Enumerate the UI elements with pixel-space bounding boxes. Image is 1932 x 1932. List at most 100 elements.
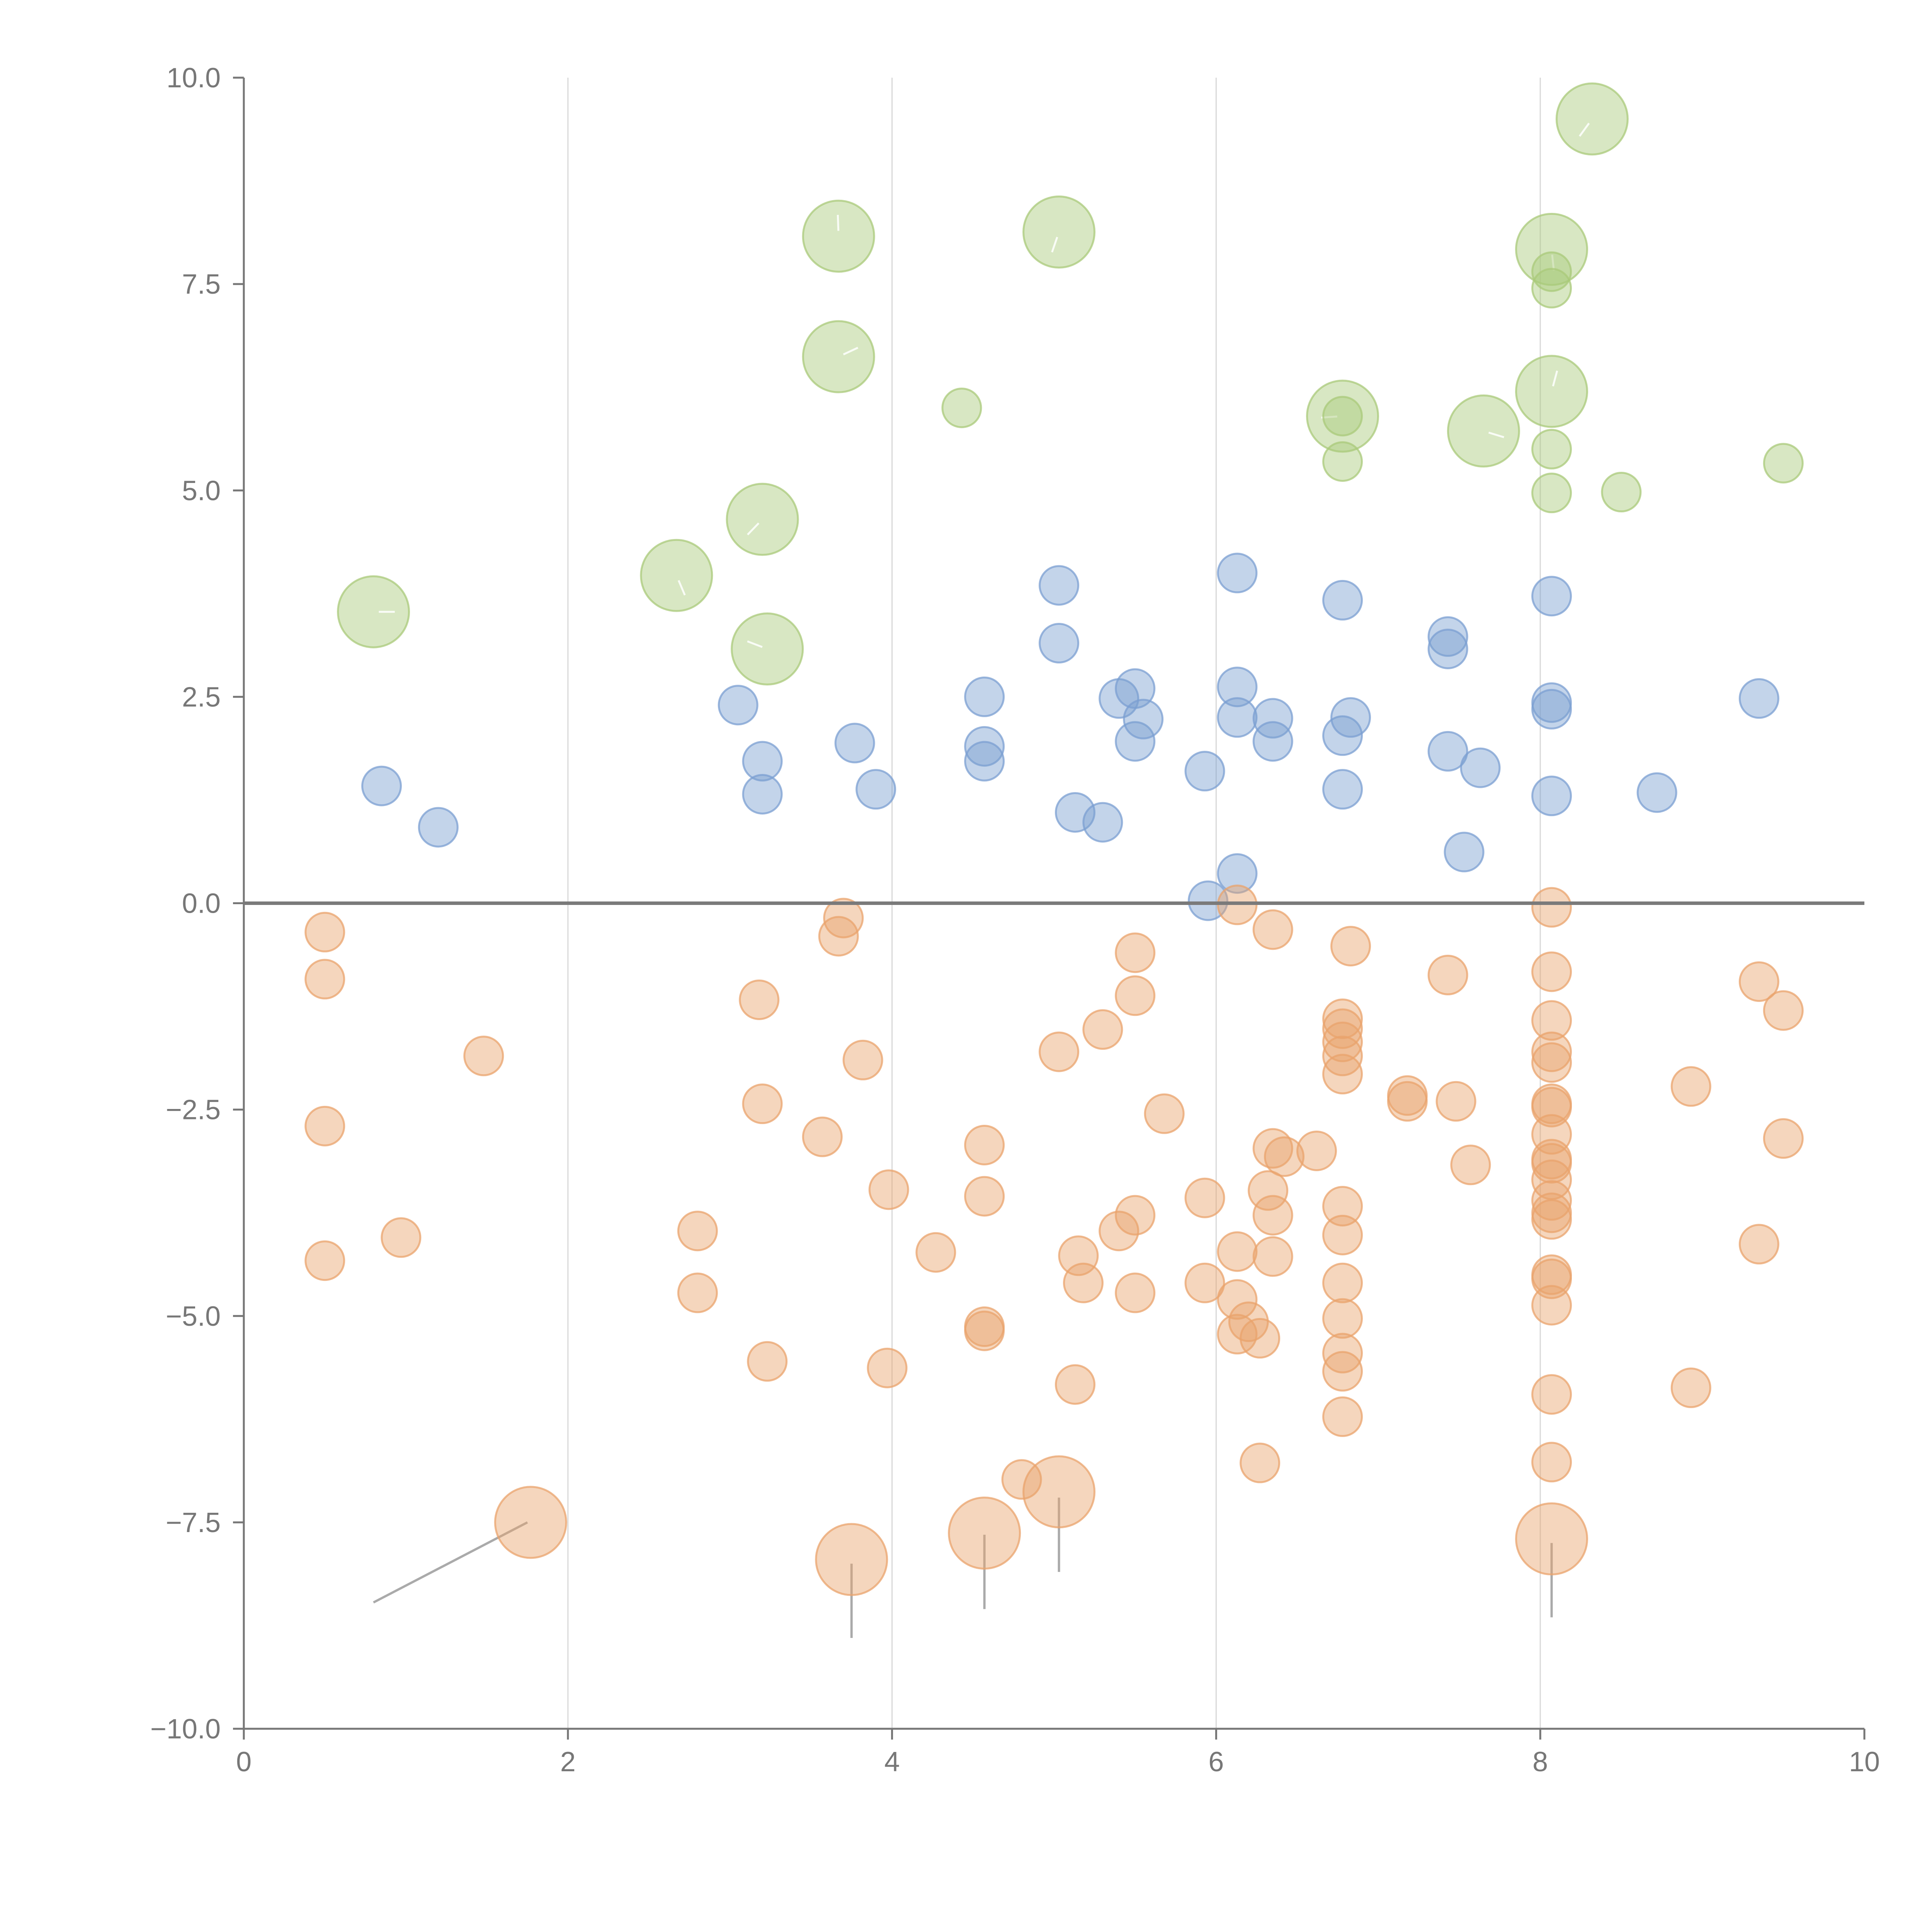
data-point-orange-12 bbox=[802, 1116, 843, 1157]
data-point-blue-25 bbox=[1252, 721, 1293, 762]
y-tick-label-6: 5.0 bbox=[182, 475, 221, 506]
data-point-orange-7 bbox=[677, 1211, 718, 1252]
data-point-green-4 bbox=[802, 199, 875, 273]
data-point-green-13 bbox=[1531, 251, 1572, 292]
data-point-orange-15 bbox=[815, 1523, 888, 1596]
data-point-blue-17 bbox=[1123, 699, 1164, 740]
data-point-orange-88 bbox=[1531, 1285, 1572, 1326]
data-point-blue-35 bbox=[1531, 576, 1572, 617]
data-point-green-7 bbox=[1022, 196, 1096, 269]
data-point-orange-81 bbox=[1531, 1143, 1572, 1184]
data-point-orange-52 bbox=[1264, 1136, 1305, 1177]
data-point-orange-51 bbox=[1252, 1236, 1293, 1277]
data-point-orange-38 bbox=[1184, 1177, 1225, 1218]
bubble-inner-mark-3 bbox=[747, 640, 763, 648]
data-point-orange-76 bbox=[1531, 1042, 1572, 1083]
data-point-orange-29 bbox=[1058, 1235, 1099, 1276]
data-point-blue-26 bbox=[1322, 580, 1363, 621]
data-point-blue-0 bbox=[361, 765, 402, 806]
data-point-orange-0 bbox=[304, 912, 345, 952]
data-point-green-10 bbox=[1322, 441, 1363, 482]
data-point-blue-4 bbox=[742, 774, 783, 815]
data-point-orange-2 bbox=[304, 1105, 345, 1146]
data-point-orange-10 bbox=[742, 1083, 783, 1124]
data-point-blue-31 bbox=[1427, 628, 1468, 669]
data-point-green-1 bbox=[640, 539, 713, 612]
data-point-orange-34 bbox=[1115, 975, 1156, 1016]
data-point-blue-7 bbox=[964, 676, 1005, 717]
data-point-orange-23 bbox=[964, 1310, 1005, 1351]
data-point-green-12 bbox=[1515, 213, 1588, 286]
y-tick-label-7: 7.5 bbox=[182, 269, 221, 300]
data-point-orange-50 bbox=[1252, 1195, 1293, 1236]
data-point-orange-89 bbox=[1531, 1374, 1572, 1415]
data-point-blue-40 bbox=[1738, 678, 1779, 719]
data-point-blue-13 bbox=[1082, 802, 1123, 843]
x-tick-label-2: 4 bbox=[884, 1747, 900, 1777]
data-point-orange-64 bbox=[1322, 1351, 1363, 1392]
data-point-blue-38 bbox=[1531, 776, 1572, 816]
data-point-green-9 bbox=[1322, 396, 1363, 437]
data-point-orange-20 bbox=[964, 1124, 1005, 1165]
data-point-orange-73 bbox=[1531, 951, 1572, 992]
data-point-orange-26 bbox=[1039, 1031, 1080, 1072]
series-orange bbox=[304, 884, 1804, 1596]
data-point-blue-1 bbox=[418, 807, 459, 848]
data-point-orange-9 bbox=[739, 979, 780, 1020]
data-point-orange-31 bbox=[1082, 1009, 1123, 1050]
x-tick-label-3: 6 bbox=[1208, 1747, 1224, 1777]
data-point-orange-21 bbox=[964, 1176, 1005, 1217]
data-point-orange-94 bbox=[1738, 961, 1779, 1002]
data-point-orange-57 bbox=[1322, 1036, 1363, 1077]
data-point-orange-97 bbox=[1763, 1118, 1804, 1159]
data-point-orange-49 bbox=[1252, 1128, 1293, 1169]
data-point-orange-30 bbox=[1063, 1262, 1104, 1303]
data-point-blue-3 bbox=[742, 741, 783, 782]
data-point-orange-79 bbox=[1531, 1114, 1572, 1155]
data-point-green-17 bbox=[1531, 473, 1572, 514]
data-point-orange-5 bbox=[463, 1036, 504, 1077]
data-point-blue-37 bbox=[1531, 689, 1572, 730]
data-point-orange-19 bbox=[915, 1232, 956, 1273]
data-point-blue-32 bbox=[1427, 731, 1468, 772]
data-point-orange-16 bbox=[842, 1039, 883, 1080]
data-point-orange-45 bbox=[1240, 1318, 1281, 1359]
data-point-orange-66 bbox=[1330, 926, 1371, 967]
bubble-inner-mark-18 bbox=[1578, 122, 1590, 137]
data-point-blue-9 bbox=[964, 741, 1005, 782]
data-point-orange-24 bbox=[948, 1497, 1021, 1570]
data-point-orange-17 bbox=[867, 1347, 908, 1388]
data-point-blue-29 bbox=[1330, 697, 1371, 738]
data-points bbox=[304, 82, 1804, 1596]
y-tick-label-0: −10.0 bbox=[150, 1714, 221, 1745]
data-point-green-8 bbox=[1306, 379, 1379, 453]
data-point-green-3 bbox=[731, 612, 804, 685]
data-point-orange-93 bbox=[1670, 1367, 1711, 1408]
data-point-orange-65 bbox=[1322, 1396, 1363, 1437]
data-point-orange-60 bbox=[1322, 1214, 1363, 1255]
data-point-green-20 bbox=[1763, 443, 1804, 484]
data-point-orange-56 bbox=[1322, 1021, 1363, 1062]
data-point-orange-85 bbox=[1531, 1199, 1572, 1240]
leader-line-0 bbox=[373, 1521, 528, 1604]
data-point-orange-90 bbox=[1531, 1442, 1572, 1483]
data-point-blue-15 bbox=[1115, 668, 1156, 709]
data-point-orange-54 bbox=[1322, 998, 1363, 1039]
data-point-orange-62 bbox=[1322, 1298, 1363, 1339]
data-point-blue-33 bbox=[1444, 832, 1485, 872]
data-point-blue-16 bbox=[1115, 721, 1156, 762]
data-point-blue-24 bbox=[1252, 698, 1293, 739]
bubble-inner-mark-15 bbox=[1552, 370, 1558, 387]
bubble-inner-mark-7 bbox=[1051, 236, 1058, 253]
data-point-blue-23 bbox=[1217, 853, 1258, 894]
data-point-blue-34 bbox=[1460, 747, 1501, 788]
data-point-blue-5 bbox=[834, 723, 875, 764]
data-point-orange-71 bbox=[1450, 1145, 1491, 1185]
data-point-blue-21 bbox=[1217, 667, 1258, 707]
data-point-green-15 bbox=[1515, 355, 1588, 428]
data-point-orange-3 bbox=[304, 1240, 345, 1281]
data-point-orange-75 bbox=[1531, 1031, 1572, 1072]
data-point-orange-46 bbox=[1240, 1442, 1281, 1483]
data-point-blue-18 bbox=[1184, 751, 1225, 792]
